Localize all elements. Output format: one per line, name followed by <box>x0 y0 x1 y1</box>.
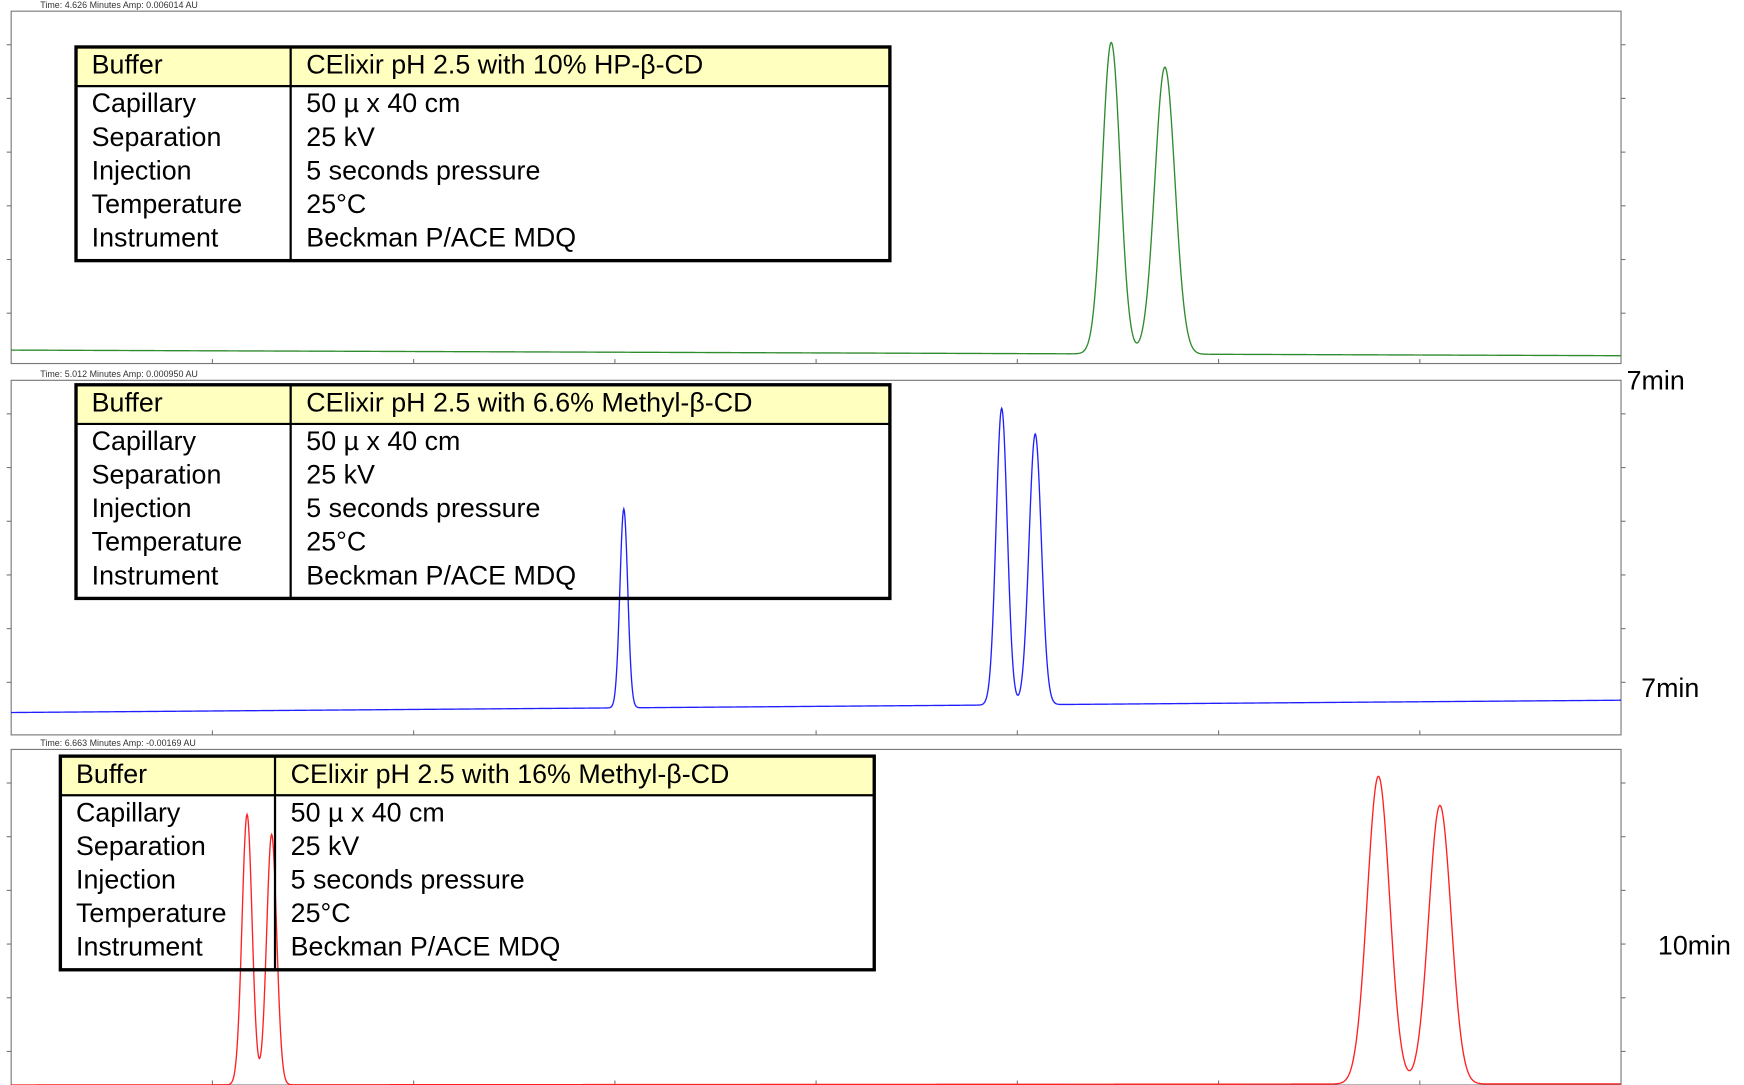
table-cell: Instrument <box>76 932 203 962</box>
table-cell: CElixir pH 2.5 with 10% HP-β-CD <box>306 50 703 80</box>
table-cell: Separation <box>76 831 206 861</box>
table-cell: Injection <box>92 493 192 523</box>
panel-header: Time: 4.626 Minutes Amp: 0.006014 AU <box>40 0 198 10</box>
table-cell: 25 kV <box>291 831 360 861</box>
table-cell: 50 µ x 40 cm <box>306 88 460 118</box>
table-header-bg <box>60 756 875 796</box>
table-cell: 5 seconds pressure <box>306 493 540 523</box>
table-cell: Separation <box>92 460 222 490</box>
panel: Time: 4.626 Minutes Amp: 0.006014 AU Buff… <box>6 0 1626 365</box>
table-cell: Buffer <box>92 50 163 80</box>
table-cell: CElixir pH 2.5 with 16% Methyl-β-CD <box>291 759 730 789</box>
table-cell: Injection <box>76 865 176 895</box>
table-cell: Beckman P/ACE MDQ <box>306 222 576 252</box>
table-cell: Beckman P/ACE MDQ <box>291 932 561 962</box>
table-header-bg <box>76 384 890 424</box>
table-cell: Temperature <box>92 189 243 219</box>
plot-frame <box>10 748 1622 1085</box>
table-cell: 50 µ x 40 cm <box>291 797 445 827</box>
table-cell: 5 seconds pressure <box>306 155 540 185</box>
table-cell: 25°C <box>306 527 366 557</box>
table-cell: 25°C <box>306 189 366 219</box>
table-cell: Injection <box>92 155 192 185</box>
table-cell: Buffer <box>92 387 163 417</box>
table-cell: 50 µ x 40 cm <box>306 426 460 456</box>
trace <box>11 41 1622 357</box>
table-cell: Buffer <box>76 759 147 789</box>
table-cell: Capillary <box>76 797 181 827</box>
table-cell: Temperature <box>76 898 227 928</box>
table-cell: 25 kV <box>306 122 375 152</box>
trace <box>11 775 1622 1085</box>
table-frame <box>58 754 876 972</box>
panel: Time: 5.012 Minutes Amp: 0.000950 AU Buff… <box>6 369 1626 736</box>
panel: Time: 6.663 Minutes Amp: -0.00169 AU Buff… <box>6 738 1626 1085</box>
plot-frame <box>10 379 1622 736</box>
table-cell: 25 kV <box>306 460 375 490</box>
panel-header: Time: 5.012 Minutes Amp: 0.000950 AU <box>40 369 198 379</box>
table-cell: 5 seconds pressure <box>291 865 525 895</box>
table-frame <box>74 45 892 263</box>
table-cell: Separation <box>92 122 222 152</box>
table-header-bg <box>76 46 890 87</box>
table-cell: CElixir pH 2.5 with 6.6% Methyl-β-CD <box>306 387 752 417</box>
side-label: 10min <box>1658 931 1731 961</box>
table-cell: Instrument <box>92 560 219 590</box>
table-cell: Instrument <box>92 222 219 252</box>
table-cell: Temperature <box>92 527 243 557</box>
side-label: 7min <box>1641 673 1699 703</box>
table-cell: Beckman P/ACE MDQ <box>306 560 576 590</box>
table-frame <box>74 383 892 601</box>
panel-header: Time: 6.663 Minutes Amp: -0.00169 AU <box>40 738 196 748</box>
table-cell: 25°C <box>291 898 351 928</box>
trace <box>11 406 1622 714</box>
table-cell: Capillary <box>92 88 197 118</box>
table-cell: Capillary <box>92 426 197 456</box>
side-label: 7min <box>1627 366 1685 396</box>
